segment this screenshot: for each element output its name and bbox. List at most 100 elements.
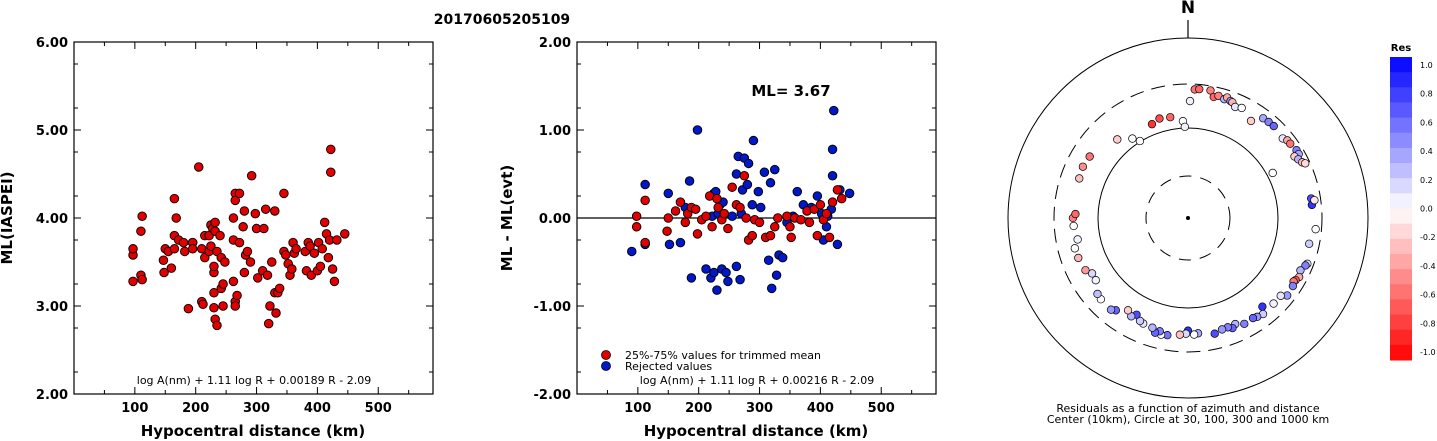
y-tick-label: -2.00	[534, 388, 571, 403]
data-point	[171, 213, 181, 223]
x-axis-label: Hypocentral distance (km)	[141, 422, 366, 440]
colorbar-label: 0.6	[1420, 118, 1433, 127]
station-marker	[1206, 86, 1215, 95]
data-point	[166, 263, 177, 273]
data-point	[323, 252, 334, 263]
data-point	[315, 261, 326, 272]
rejected-point	[748, 135, 759, 146]
polar-caption-line1: Residuals as a function of azimuth and d…	[1056, 402, 1319, 415]
data-point	[169, 193, 180, 204]
rejected-point	[770, 164, 780, 175]
station-marker	[1286, 139, 1295, 148]
colorbar-swatches	[1390, 57, 1412, 361]
data-point	[319, 217, 330, 228]
station-marker	[1147, 120, 1157, 129]
data-point	[246, 171, 257, 181]
rejected-point	[675, 237, 686, 248]
data-point	[291, 244, 301, 254]
rejected-point	[709, 267, 719, 278]
colorbar-swatch	[1390, 284, 1412, 300]
trimmed-point	[804, 217, 815, 228]
trimmed-point	[701, 211, 711, 221]
trimmed-point	[741, 213, 751, 223]
chart-title: 20170605205109	[434, 12, 570, 28]
trimmed-point	[747, 230, 757, 241]
trimmed-point	[786, 232, 796, 243]
data-point	[265, 301, 275, 311]
colorbar: Res 1.0 0.8 0.6 0.4 0.2 0.0 -0.2 -0.4 -0.6 -0.8 -1…	[1390, 43, 1436, 361]
data-point	[136, 226, 146, 236]
colorbar-label: -0.8	[1420, 319, 1436, 328]
station-marker	[1071, 209, 1080, 219]
ml-value-label: ML= 3.67	[751, 82, 830, 100]
trimmed-point	[680, 217, 691, 228]
trimmed-point	[739, 171, 750, 181]
rejected-point	[735, 274, 745, 285]
station-marker	[1258, 302, 1267, 311]
y-tick-label: 2.00	[36, 388, 68, 403]
epicenter-marker	[1186, 216, 1190, 220]
trimmed-point	[662, 226, 672, 236]
colorbar-swatch	[1390, 57, 1412, 73]
x-tick-label: 500	[365, 401, 392, 416]
data-point	[215, 230, 225, 241]
data-point	[239, 267, 250, 278]
data-point	[234, 237, 245, 248]
station-marker	[1301, 159, 1310, 168]
data-point	[228, 213, 239, 223]
colorbar-swatch	[1390, 102, 1412, 119]
data-point	[309, 248, 320, 258]
station-marker	[1069, 221, 1078, 231]
y-axis-label: ML(IASPEI)	[0, 171, 16, 264]
colorbar-swatch	[1390, 208, 1412, 225]
rejected-point	[756, 202, 766, 213]
data-point	[242, 246, 253, 257]
y-tick-label: 0.00	[539, 212, 571, 227]
data-point	[234, 188, 245, 199]
rejected-point	[832, 239, 843, 250]
trimmed-point	[707, 222, 717, 232]
data-points	[128, 144, 350, 331]
axis-ticks	[74, 41, 433, 395]
panel-ml-vs-distance: 2.00 3.00 4.00 5.00 6.00 100 200 300 400 500 ML(…	[0, 36, 434, 440]
x-tick-label: 400	[304, 401, 331, 416]
data-point	[259, 223, 269, 234]
trimmed-point	[719, 208, 730, 219]
x-tick-labels: 100 200 300 400 500	[624, 401, 895, 416]
station-marker	[1189, 330, 1199, 339]
colorbar-swatch	[1390, 299, 1412, 316]
trimmed-point	[663, 213, 674, 223]
station-marker	[1276, 291, 1285, 300]
data-point	[209, 288, 219, 298]
station-marker	[1085, 152, 1094, 161]
station-marker	[1093, 289, 1102, 299]
trimmed-point	[824, 232, 835, 243]
x-tick-label: 200	[685, 401, 712, 416]
data-point	[305, 241, 315, 251]
station-marker	[1305, 239, 1314, 248]
rejected-point	[663, 188, 674, 199]
trimmed-point	[675, 197, 686, 207]
station-marker	[1070, 244, 1079, 253]
rejected-point	[721, 267, 731, 278]
data-point	[228, 276, 239, 287]
y-tick-label: 4.00	[36, 212, 68, 227]
x-tick-labels: 100 200 300 400 500	[121, 401, 392, 416]
colorbar-swatch	[1390, 238, 1412, 255]
x-tick-label: 200	[182, 401, 209, 416]
data-point	[209, 261, 219, 272]
station-marker	[1310, 196, 1319, 205]
rejected-point	[640, 179, 650, 190]
trimmed-point	[692, 229, 703, 239]
rejected-point	[827, 171, 838, 181]
trimmed-point	[640, 195, 650, 206]
data-point	[271, 308, 281, 318]
data-point	[250, 208, 261, 219]
station-marker	[1135, 136, 1145, 146]
legend-label-trimmed: 25%-75% values for trimmed mean	[625, 349, 821, 362]
colorbar-swatch	[1390, 193, 1412, 209]
trimmed-point	[832, 185, 843, 195]
colorbar-title: Res	[1391, 43, 1411, 54]
data-point	[220, 257, 230, 267]
trimmed-point	[770, 222, 780, 232]
